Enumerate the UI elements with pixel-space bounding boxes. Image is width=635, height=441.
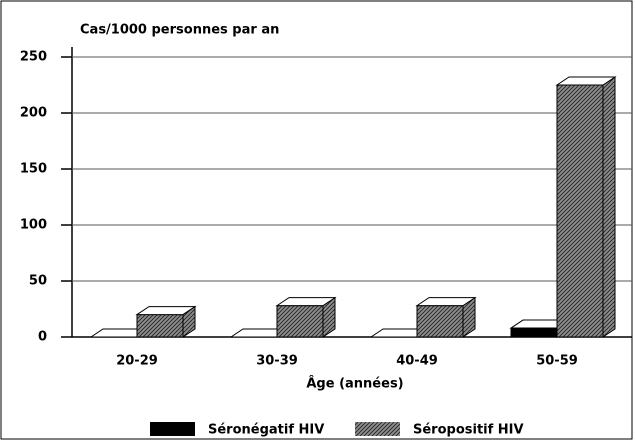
x-tick-label: 20-29 [116, 354, 158, 369]
y-tick-label: 150 [20, 162, 47, 177]
x-tick-label: 50-59 [536, 354, 578, 369]
bar-front [416, 305, 464, 338]
y-tick-label: 200 [20, 106, 47, 121]
legend-label: Séronégatif HIV [208, 423, 324, 438]
y-tick-label: 100 [20, 218, 47, 233]
x-tick-label: 40-49 [396, 354, 438, 369]
y-tick-label: 250 [20, 50, 47, 65]
x-axis-label: Âge (années) [306, 376, 403, 392]
chart-title: Cas/1000 personnes par an [80, 23, 279, 38]
bar-top [555, 76, 617, 86]
legend-swatch [150, 422, 195, 436]
bar-front [276, 305, 324, 338]
x-tick-label: 30-39 [256, 354, 298, 369]
bar-top [275, 297, 337, 307]
bar-front [136, 314, 184, 338]
bar-top [415, 297, 477, 307]
bar-side [602, 76, 616, 338]
legend-label: Séropositif HIV [413, 423, 524, 438]
legend-swatch [355, 422, 400, 436]
y-tick-label: 50 [29, 274, 47, 289]
bar-front [556, 84, 604, 338]
y-tick-label: 0 [38, 330, 47, 345]
bar-top [135, 306, 197, 316]
bar-front [510, 327, 558, 338]
